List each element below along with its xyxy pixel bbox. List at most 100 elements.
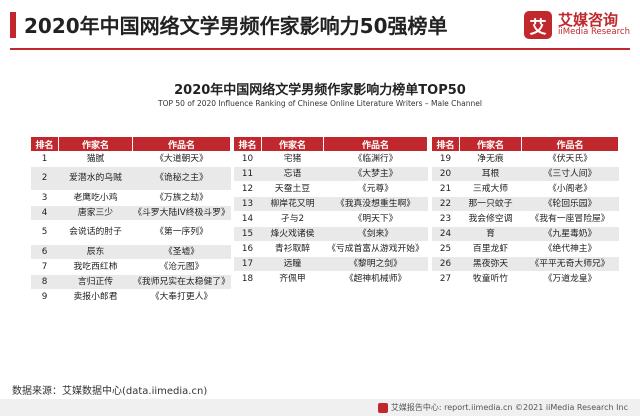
table-row: 19 净无痕 《伏天氏》: [431, 151, 619, 167]
col-header-rank: 排名: [30, 136, 59, 152]
table-row: 20 耳根 《三寸人间》: [431, 166, 619, 182]
cell-author: 爱潜水的乌贼: [58, 166, 133, 191]
header-divider: [10, 48, 630, 50]
cell-rank: 8: [30, 274, 59, 290]
table-row: 21 三戒大师 《小阁老》: [431, 181, 619, 197]
cell-rank: 6: [30, 244, 59, 260]
cell-author: 百里龙虾: [459, 241, 522, 257]
cell-rank: 19: [431, 151, 460, 167]
cell-rank: 26: [431, 256, 460, 272]
table-row: 14 孑与2 《明天下》: [233, 211, 428, 227]
cell-work: 《黎明之剑》: [323, 256, 428, 272]
cell-author: 天蚕土豆: [261, 181, 324, 197]
col-header-author: 作家名: [58, 136, 133, 152]
cell-rank: 4: [30, 205, 59, 221]
footer-copyright: 艾媒报告中心: report.iimedia.cn ©2021 iiMedia …: [390, 403, 628, 412]
cell-author: 老鹰吃小鸡: [58, 190, 133, 206]
cell-rank: 3: [30, 190, 59, 206]
cell-work: 《绝代神主》: [521, 241, 619, 257]
chart-subtitle: TOP 50 of 2020 Influence Ranking of Chin…: [158, 99, 482, 108]
cell-author: 净无痕: [459, 151, 522, 167]
cell-author: 那一只蚊子: [459, 196, 522, 212]
cell-rank: 25: [431, 241, 460, 257]
cell-rank: 23: [431, 211, 460, 227]
cell-work: 《我真没想重生啊》: [323, 196, 428, 212]
page-title: 2020年中国网络文学男频作家影响力50强榜单: [24, 14, 448, 38]
ranking-table-2: 排名 作家名 作品名 10 宅猪 《临渊行》 11 忘语 《大梦主》 12 天蚕土豆 《元尊》 1…: [233, 136, 428, 287]
cell-work: 《斗罗大陆IV终极斗罗》: [132, 205, 231, 221]
cell-work: 《平平无奇大师兄》: [521, 256, 619, 272]
cell-author: 耳根: [459, 166, 522, 182]
cell-work: 《九星毒奶》: [521, 226, 619, 242]
cell-work: 《我有一座冒险屋》: [521, 211, 619, 227]
cell-work: 《大梦主》: [323, 166, 428, 182]
cell-author: 牧童听竹: [459, 271, 522, 287]
logo-en-text: iiMedia Research: [558, 27, 630, 38]
cell-rank: 27: [431, 271, 460, 287]
table-row: 10 宅猪 《临渊行》: [233, 151, 428, 167]
cell-author: 辰东: [58, 244, 133, 260]
table-row: 7 我吃西红柿 《沧元图》: [30, 259, 231, 275]
cell-author: 言归正传: [58, 274, 133, 290]
cell-author: 忘语: [261, 166, 324, 182]
cell-work: 《我师兄实在太稳健了》: [132, 274, 231, 290]
logo-mark-icon: 艾: [524, 11, 553, 39]
cell-author: 柳岸花又明: [261, 196, 324, 212]
table-row: 8 言归正传 《我师兄实在太稳健了》: [30, 274, 231, 290]
cell-rank: 18: [233, 271, 262, 287]
cell-rank: 5: [30, 220, 59, 245]
cell-rank: 10: [233, 151, 262, 167]
col-header-rank: 排名: [233, 136, 262, 152]
cell-author: 宅猪: [261, 151, 324, 167]
cell-rank: 12: [233, 181, 262, 197]
chart-title: 2020年中国网络文学男频作家影响力榜单TOP50: [174, 83, 466, 98]
cell-rank: 24: [431, 226, 460, 242]
cell-work: 《沧元图》: [132, 259, 231, 275]
cell-rank: 15: [233, 226, 262, 242]
cell-author: 烽火戏诸侯: [261, 226, 324, 242]
cell-rank: 16: [233, 241, 262, 257]
table-row: 18 齐佩甲 《超神机械师》: [233, 271, 428, 287]
ranking-table-1: 排名 作家名 作品名 1 猫腻 《大道朝天》 2 爱潜水的乌贼 《诡秘之主》 3 老鹰吃小鸡《…: [30, 136, 231, 305]
cell-rank: 7: [30, 259, 59, 275]
col-header-author: 作家名: [261, 136, 324, 152]
cell-rank: 13: [233, 196, 262, 212]
cell-rank: 1: [30, 151, 59, 167]
col-header-work: 作品名: [323, 136, 428, 152]
table-row: 1 猫腻 《大道朝天》: [30, 151, 231, 167]
table-row: 17 远瞳 《黎明之剑》: [233, 256, 428, 272]
cell-author: 卖报小郎君: [58, 289, 133, 305]
cell-work: 《万道龙皇》: [521, 271, 619, 287]
cell-rank: 2: [30, 166, 59, 191]
table-row: 5 会说话的肘子 《第一序列》: [30, 220, 231, 245]
cell-work: 《超神机械师》: [323, 271, 428, 287]
cell-rank: 21: [431, 181, 460, 197]
cell-work: 《第一序列》: [132, 220, 231, 245]
cell-work: 《大道朝天》: [132, 151, 231, 167]
cell-author: 远瞳: [261, 256, 324, 272]
table-row: 11 忘语 《大梦主》: [233, 166, 428, 182]
cell-work: 《万族之劫》: [132, 190, 231, 206]
cell-rank: 11: [233, 166, 262, 182]
table-row: 26 黑夜弥天 《平平无奇大师兄》: [431, 256, 619, 272]
table-row: 12 天蚕土豆 《元尊》: [233, 181, 428, 197]
cell-work: 《明天下》: [323, 211, 428, 227]
table-row: 15 烽火戏诸侯 《剑来》: [233, 226, 428, 242]
cell-rank: 20: [431, 166, 460, 182]
cell-work: 《临渊行》: [323, 151, 428, 167]
cell-work: 《剑来》: [323, 226, 428, 242]
cell-author: 齐佩甲: [261, 271, 324, 287]
cell-author: 黑夜弥天: [459, 256, 522, 272]
col-header-author: 作家名: [459, 136, 522, 152]
table-row: 13 柳岸花又明 《我真没想重生啊》: [233, 196, 428, 212]
cell-author: 我吃西红柿: [58, 259, 133, 275]
cell-rank: 9: [30, 289, 59, 305]
cell-work: 《三寸人间》: [521, 166, 619, 182]
cell-work: 《亏成首富从游戏开始》: [323, 241, 428, 257]
table-row: 6 辰东 《圣墟》: [30, 244, 231, 260]
cell-work: 《大奉打更人》: [132, 289, 231, 305]
table-row: 9 卖报小郎君 《大奉打更人》: [30, 289, 231, 305]
iimedia-icon: [377, 402, 388, 413]
cell-work: 《轮回乐园》: [521, 196, 619, 212]
cell-author: 我会修空调: [459, 211, 522, 227]
